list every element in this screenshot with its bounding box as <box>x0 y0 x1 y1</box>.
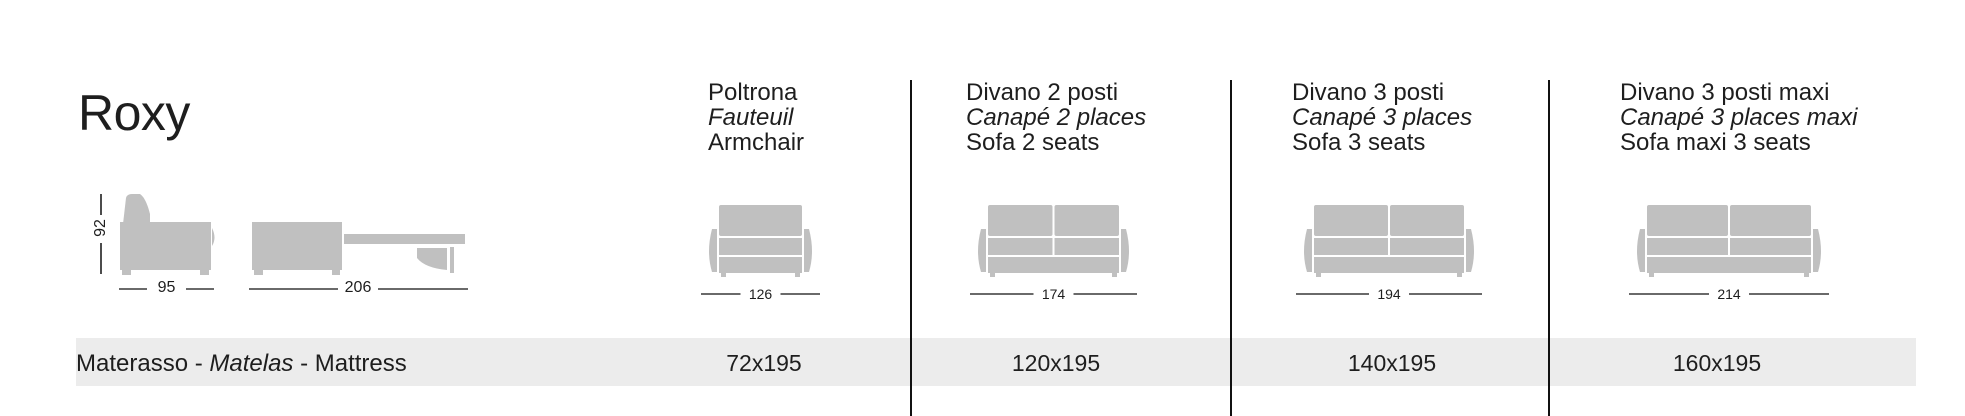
open-depth-dimension: 206 <box>344 279 372 296</box>
width-dimension: 194 <box>1377 286 1401 302</box>
name-italian: Divano 3 posti maxi <box>1620 79 1830 106</box>
mattress-row-label: Materasso - Matelas - Mattress <box>76 350 407 377</box>
height-dimension: 92 <box>92 219 109 237</box>
column-divider <box>1230 80 1232 416</box>
name-english: Armchair <box>708 129 805 156</box>
name-italian: Poltrona <box>708 79 798 106</box>
column-header: Poltrona Fauteuil Armchair <box>708 80 804 155</box>
width-dimension: 126 <box>748 286 773 302</box>
name-italian: Divano 2 posti <box>966 79 1119 106</box>
width-dimension: 174 <box>1041 286 1066 302</box>
sofa-front-icon <box>1629 205 1829 295</box>
mattress-row-band <box>76 338 1916 386</box>
column-header: Divano 3 posti Canapé 3 places Sofa 3 seat… <box>1292 80 1472 155</box>
name-english: Sofa 3 seats <box>1292 129 1426 156</box>
side-view-drawing <box>100 194 468 290</box>
sofa-front-icon <box>970 205 1137 295</box>
depth-dimension: 95 <box>157 279 176 296</box>
mattress-size: 140x195 <box>1347 350 1437 376</box>
name-french: Canapé 3 places maxi <box>1620 104 1858 131</box>
sofa-front-icon <box>1296 205 1482 295</box>
column-divider <box>1548 80 1550 416</box>
mattress-size: 72x195 <box>726 350 802 376</box>
column-divider <box>910 80 912 416</box>
name-english: Sofa maxi 3 seats <box>1620 129 1811 156</box>
column-header: Divano 2 posti Canapé 2 places Sofa 2 seat… <box>966 80 1146 155</box>
product-title: Roxy <box>78 85 190 141</box>
name-english: Sofa 2 seats <box>966 129 1100 156</box>
column-header: Divano 3 posti maxi Canapé 3 places maxi S… <box>1620 80 1857 155</box>
name-french: Fauteuil <box>708 104 794 131</box>
sofa-front-icon <box>701 205 820 295</box>
name-italian: Divano 3 posti <box>1292 79 1445 106</box>
name-french: Canapé 3 places <box>1292 104 1473 131</box>
name-french: Canapé 2 places <box>966 104 1147 131</box>
mattress-size: 120x195 <box>1011 350 1101 376</box>
width-dimension: 214 <box>1717 286 1741 302</box>
mattress-size: 160x195 <box>1672 350 1762 376</box>
